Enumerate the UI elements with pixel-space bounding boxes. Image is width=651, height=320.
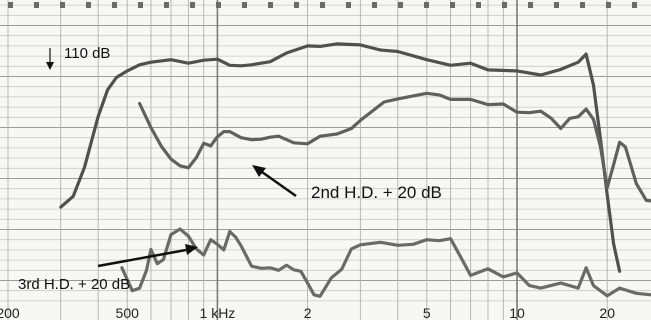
chart-edge-marker: [528, 2, 533, 8]
x-tick-label: 10: [509, 305, 525, 320]
x-tick-label: 2: [304, 305, 312, 320]
series-lines: [59, 42, 651, 298]
chart-edge-marker: [268, 2, 273, 8]
chart-edge-marker: [138, 2, 143, 8]
chart-edge-marker: [502, 2, 507, 8]
second-harmonic-label: 2nd H.D. + 20 dB: [311, 183, 442, 202]
chart-edge-marker: [424, 2, 429, 8]
second-harmonic-arrow-head: [252, 165, 266, 177]
chart-edge-marker: [60, 2, 65, 8]
x-tick-label: 1 kHz: [200, 305, 236, 320]
chart-edge-marker: [294, 2, 299, 8]
chart-edge-marker: [372, 2, 377, 8]
chart-edge-marker: [86, 2, 91, 8]
reference-level-label: 110 dB: [64, 45, 110, 62]
chart-edge-marker: [320, 2, 325, 8]
third-harmonic-arrow-shaft: [97, 248, 187, 268]
x-tick-label: 500: [116, 305, 140, 320]
reference-arrow-head: [46, 62, 54, 70]
chart-edge-marker: [164, 2, 169, 8]
second-harmonic-arrow-shaft: [261, 170, 297, 198]
x-tick-label: 200: [0, 305, 20, 320]
series-line-3: [120, 227, 651, 298]
x-tick-label: 20: [599, 305, 615, 320]
chart-edge-marker: [216, 2, 221, 8]
chart-edge-marker: [554, 2, 559, 8]
chart-edge-marker: [242, 2, 247, 8]
chart-edge-marker: [632, 2, 637, 8]
chart-edge-marker: [476, 2, 481, 8]
series-line-1: [59, 42, 622, 273]
chart-edge-marker: [190, 2, 195, 8]
third-harmonic-label: 3rd H.D. + 20 dB: [18, 276, 130, 293]
chart-edge-marker: [580, 2, 585, 8]
series-line-2: [138, 91, 651, 203]
x-tick-label: 5: [423, 305, 431, 320]
chart-edge-marker: [398, 2, 403, 8]
chart-edge-marker: [346, 2, 351, 8]
chart-edge-marker: [8, 2, 13, 8]
chart-edge-marker: [112, 2, 117, 8]
chart-edge-marker: [606, 2, 611, 8]
chart-edge-marker: [450, 2, 455, 8]
chart-edge-marker: [34, 2, 39, 8]
x-tick-labels: 200 500 1 kHz 2 5 10 20: [0, 305, 615, 320]
third-harmonic-arrow-head: [185, 244, 198, 255]
